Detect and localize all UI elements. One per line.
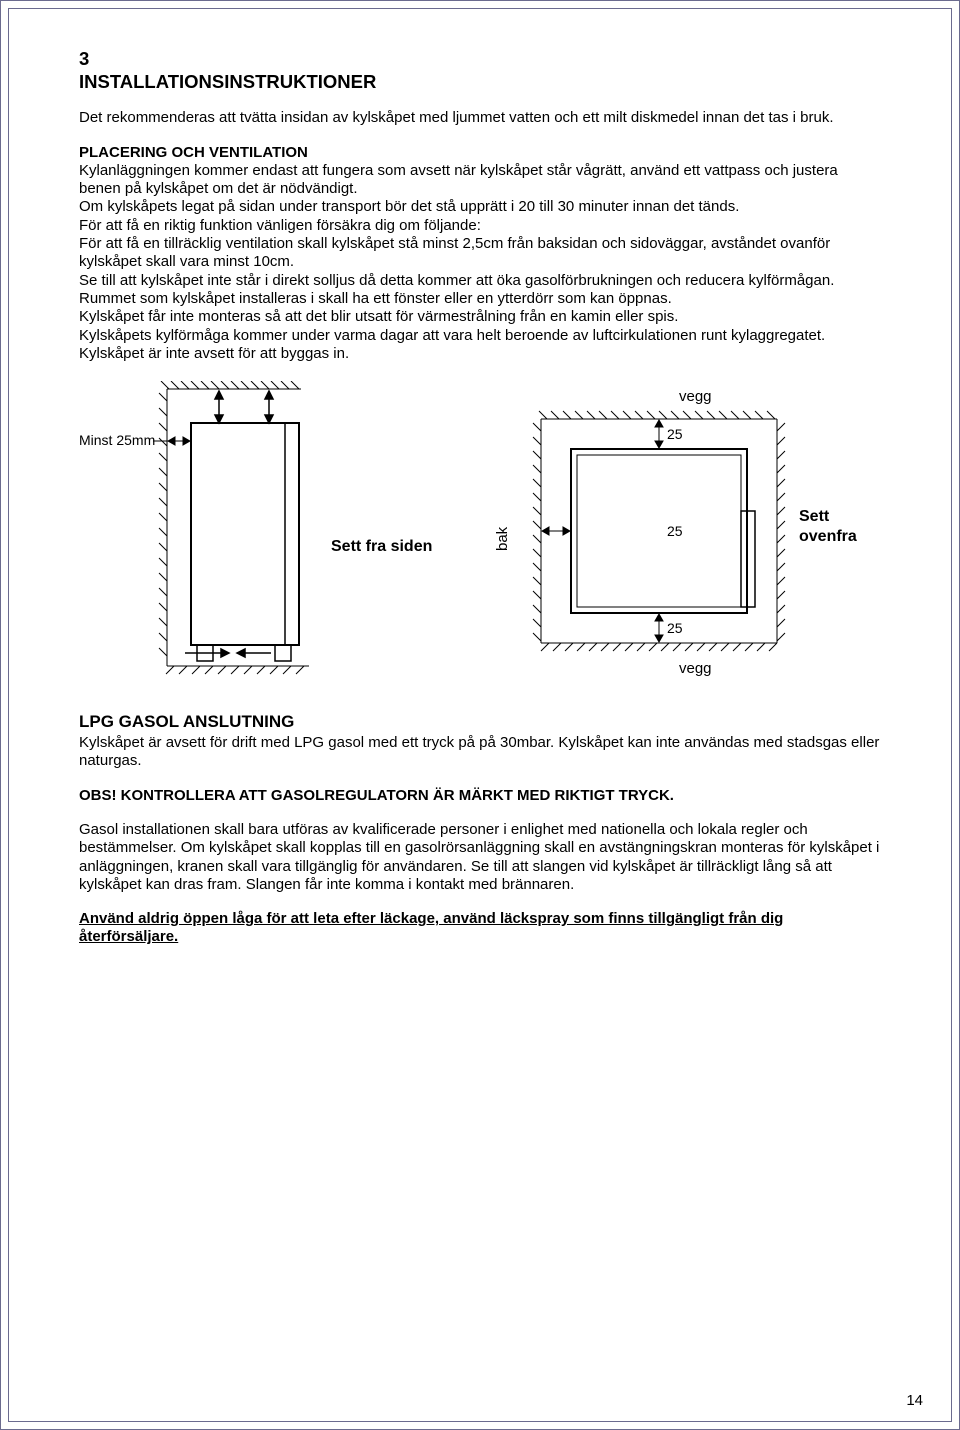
dim-25-top: 25 [667,426,683,442]
label-vegg-bottom: vegg [679,660,712,677]
page-outer-border: 3 INSTALLATIONSINSTRUKTIONER Det rekomme… [0,0,960,1430]
placering-heading: PLACERING OCH VENTILATION [79,144,308,161]
diagram-side-view: Minst 25mm Sett fra siden [79,381,439,696]
dim-25-mid: 25 [667,523,683,539]
page-number: 14 [906,1392,923,1409]
caption-top-l2: ovenfra [799,528,857,545]
gasol-paragraph: Gasol installationen skall bara utföras … [79,821,881,894]
caption-side-view: Sett fra siden [331,538,432,555]
label-minst-25mm: Minst 25mm [79,432,155,448]
intro-paragraph: Det rekommenderas att tvätta insidan av … [79,109,881,127]
page-title: INSTALLATIONSINSTRUKTIONER [79,70,881,93]
diagram-top-view: vegg [479,381,859,696]
label-vegg-top: vegg [679,388,712,405]
warning-text: Använd aldrig öppen låga för att leta ef… [79,910,783,945]
obs-line: OBS! KONTROLLERA ATT GASOLREGULATORN ÄR … [79,787,881,805]
diagram-side-svg: Minst 25mm Sett fra siden [79,381,439,691]
page-inner-border: 3 INSTALLATIONSINSTRUKTIONER Det rekomme… [8,8,952,1422]
diagram-top-svg: vegg [479,381,859,691]
label-bak: bak [494,526,511,551]
caption-top-l1: Sett [799,508,830,525]
placering-body: Kylanläggningen kommer endast att funger… [79,162,838,362]
lpg-heading: LPG GASOL ANSLUTNING [79,712,881,732]
dim-25-bot: 25 [667,620,683,636]
placering-block: PLACERING OCH VENTILATION Kylanläggninge… [79,144,881,364]
lpg-p1: Kylskåpet är avsett för drift med LPG ga… [79,734,881,771]
warning-paragraph: Använd aldrig öppen låga för att leta ef… [79,910,881,947]
section-number: 3 [79,47,881,70]
diagram-row: Minst 25mm Sett fra siden vegg [79,381,881,696]
